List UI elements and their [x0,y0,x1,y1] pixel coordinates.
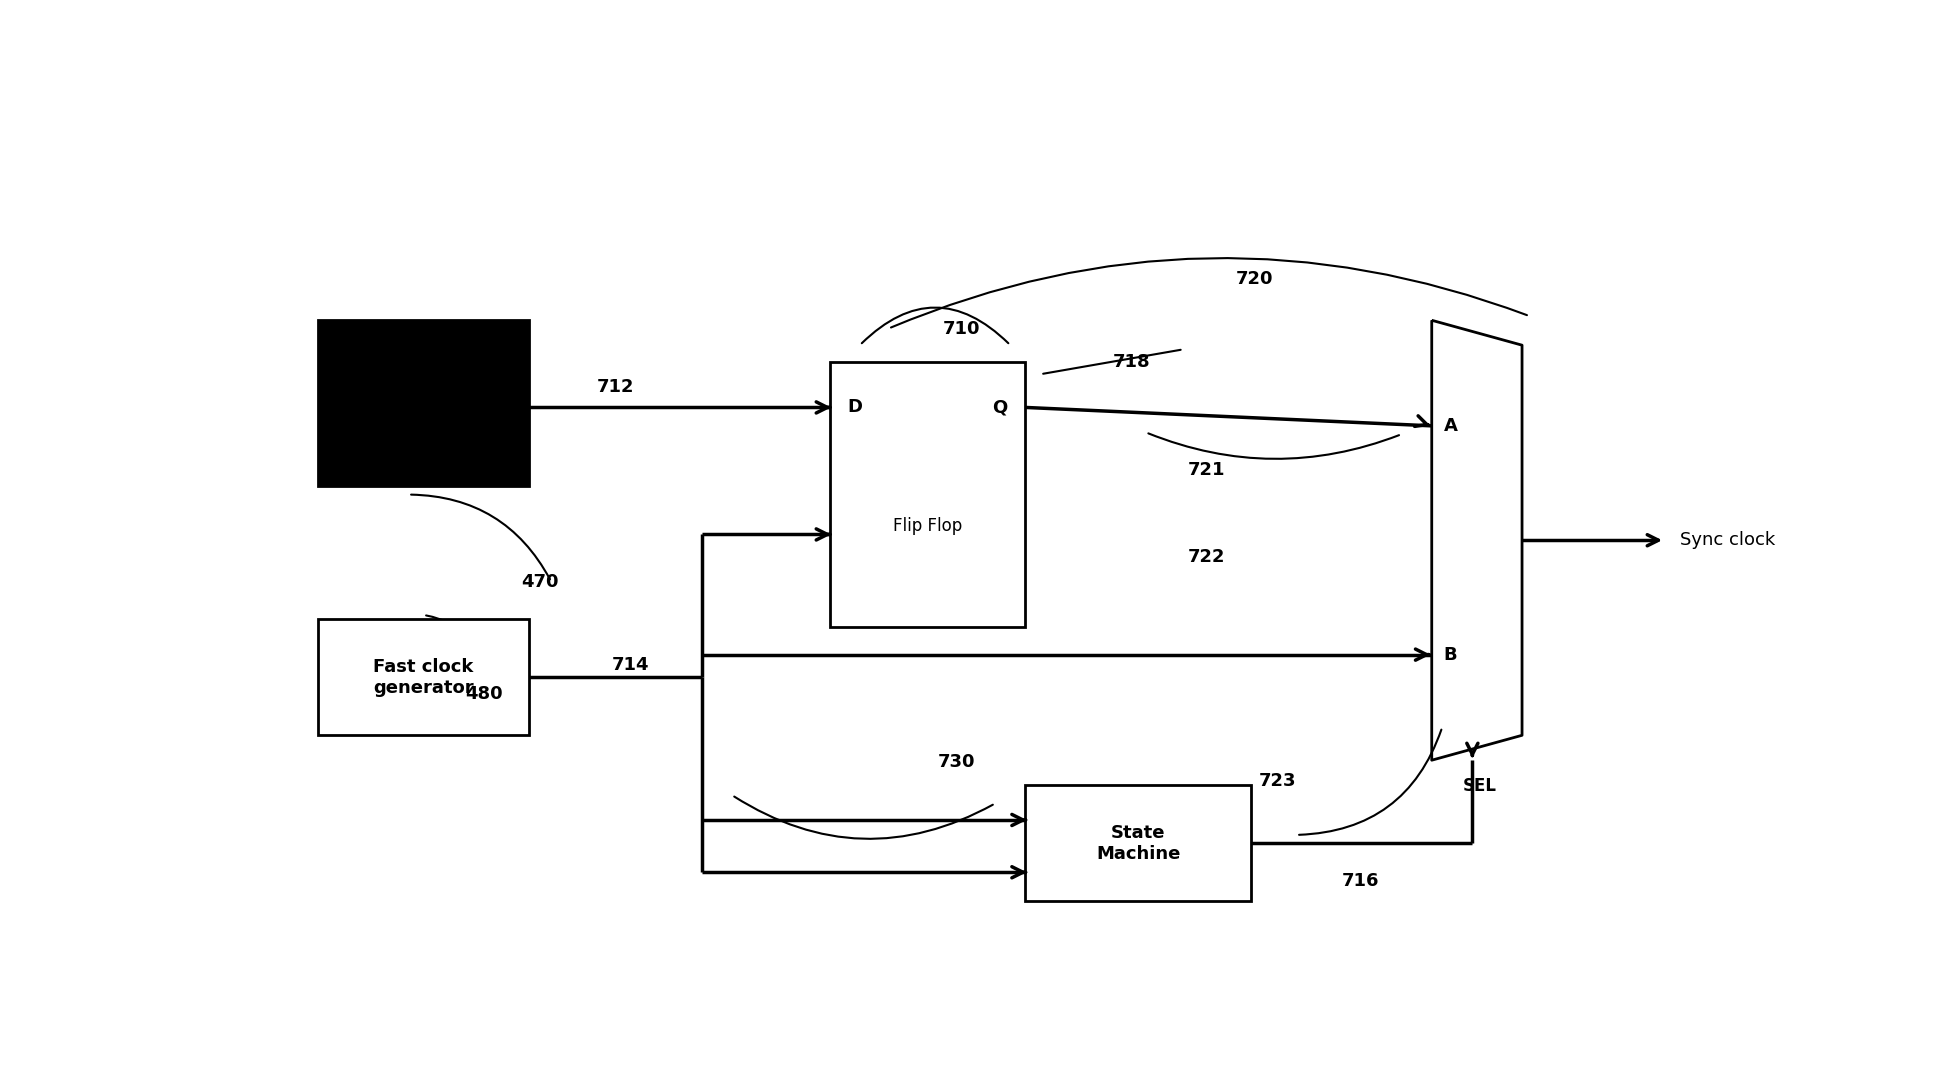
Text: SEL: SEL [1462,777,1497,794]
Bar [318,619,528,735]
Text: 722: 722 [1189,548,1225,566]
Bar [1025,785,1251,901]
Text: State
Machine: State Machine [1095,824,1181,862]
Bar [318,320,528,486]
Bar [829,362,1025,627]
Text: 470: 470 [520,572,559,591]
Text: Fast clock
generator: Fast clock generator [373,658,474,696]
Text: A: A [1443,417,1458,434]
Text: 712: 712 [596,377,633,396]
Text: D: D [849,399,862,416]
Text: 710: 710 [942,319,981,337]
Text: B: B [1443,646,1456,664]
Text: 723: 723 [1258,772,1295,790]
Text: Sync clock: Sync clock [1680,531,1775,549]
Text: 721: 721 [1189,460,1225,479]
Text: Flip Flop: Flip Flop [893,517,961,536]
Text: 716: 716 [1342,872,1379,889]
Text: 480: 480 [466,685,503,703]
Text: 720: 720 [1237,270,1274,288]
Text: 730: 730 [938,752,975,771]
Text: 718: 718 [1113,353,1150,371]
Text: Q: Q [992,399,1008,416]
Text: 714: 714 [612,655,649,674]
